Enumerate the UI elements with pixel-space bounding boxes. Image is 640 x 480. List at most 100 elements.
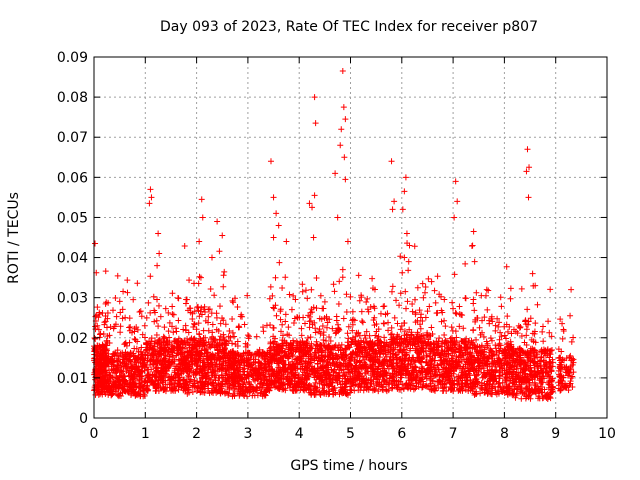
data-point xyxy=(355,272,362,279)
data-point xyxy=(205,313,212,320)
data-point xyxy=(145,299,152,306)
data-point xyxy=(170,361,177,368)
data-point xyxy=(117,323,124,330)
data-point xyxy=(282,274,289,281)
data-points xyxy=(91,68,577,403)
data-point xyxy=(169,303,176,310)
data-point xyxy=(124,289,131,296)
data-point xyxy=(97,370,104,377)
data-point xyxy=(380,303,387,310)
data-point xyxy=(160,348,167,355)
data-point xyxy=(470,300,477,307)
data-point xyxy=(104,310,111,317)
data-point xyxy=(220,366,227,373)
data-point xyxy=(169,311,176,318)
data-point xyxy=(462,295,469,302)
data-point xyxy=(125,389,132,396)
data-point xyxy=(198,304,205,311)
data-point xyxy=(214,347,221,354)
data-point xyxy=(434,273,441,280)
data-point xyxy=(451,271,458,278)
data-point xyxy=(201,389,208,396)
data-point xyxy=(125,373,132,380)
data-point xyxy=(105,378,112,385)
data-point xyxy=(102,268,109,275)
data-point xyxy=(159,360,166,367)
data-point xyxy=(176,357,183,364)
data-point xyxy=(97,381,104,388)
data-point xyxy=(405,258,412,265)
data-point xyxy=(172,387,179,394)
data-point xyxy=(164,364,171,371)
data-point xyxy=(304,295,311,302)
data-point xyxy=(163,338,170,345)
data-point xyxy=(220,283,227,290)
data-point xyxy=(331,288,338,295)
data-point xyxy=(449,299,456,306)
data-point xyxy=(175,295,182,302)
data-point xyxy=(414,284,421,291)
data-point xyxy=(345,335,352,342)
data-point xyxy=(110,325,117,332)
data-point xyxy=(166,353,173,360)
data-point xyxy=(381,320,388,327)
data-point xyxy=(312,325,319,332)
data-point xyxy=(155,302,162,309)
data-point xyxy=(108,359,115,366)
data-point xyxy=(131,359,138,365)
data-point xyxy=(161,334,168,341)
data-point xyxy=(425,275,432,282)
data-point xyxy=(279,321,286,328)
data-point xyxy=(141,322,148,329)
data-point xyxy=(107,374,114,381)
data-point xyxy=(182,300,189,307)
data-point xyxy=(136,380,143,387)
data-point xyxy=(193,326,200,333)
data-point xyxy=(99,354,106,361)
data-point xyxy=(169,356,176,363)
data-point xyxy=(125,358,132,365)
data-point xyxy=(304,334,311,341)
data-point xyxy=(381,334,388,341)
data-point xyxy=(117,329,124,336)
data-point xyxy=(147,273,154,280)
data-point xyxy=(180,326,187,333)
data-point xyxy=(104,315,111,322)
data-point xyxy=(143,314,150,321)
data-point xyxy=(161,355,168,362)
data-point xyxy=(270,325,277,332)
data-point xyxy=(422,284,429,291)
data-point xyxy=(216,342,223,349)
data-point xyxy=(343,308,350,315)
data-point xyxy=(144,379,150,386)
data-point xyxy=(125,354,132,361)
data-point xyxy=(498,303,505,310)
data-point xyxy=(92,346,99,353)
data-point xyxy=(168,375,175,382)
data-point xyxy=(134,280,141,287)
data-point xyxy=(196,378,203,385)
data-point xyxy=(92,336,99,343)
data-point xyxy=(115,356,122,363)
data-point xyxy=(359,319,366,326)
data-point xyxy=(162,305,169,312)
data-point xyxy=(122,388,129,395)
data-point xyxy=(431,287,438,294)
data-point xyxy=(109,390,116,397)
data-point xyxy=(99,342,106,349)
data-point xyxy=(330,281,337,288)
data-point xyxy=(253,333,260,340)
data-point xyxy=(428,324,435,331)
data-point xyxy=(144,340,151,347)
data-point xyxy=(492,342,499,349)
data-point xyxy=(160,333,167,340)
data-point xyxy=(103,371,110,378)
data-point xyxy=(181,242,188,249)
data-point xyxy=(119,306,126,313)
data-point xyxy=(165,328,172,335)
data-point xyxy=(148,356,155,363)
data-point xyxy=(94,356,101,363)
data-point xyxy=(150,346,157,353)
data-point xyxy=(497,294,504,301)
data-point xyxy=(174,350,181,357)
